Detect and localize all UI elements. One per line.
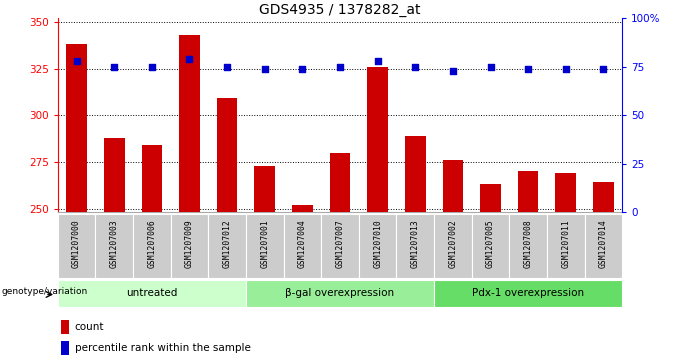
Bar bbox=[517, 171, 539, 212]
Point bbox=[71, 58, 82, 64]
Bar bbox=[330, 152, 350, 212]
Point bbox=[447, 68, 458, 73]
Bar bbox=[217, 98, 237, 212]
Point bbox=[109, 64, 120, 70]
Point bbox=[184, 56, 195, 62]
Bar bbox=[208, 214, 246, 278]
Bar bbox=[66, 44, 87, 212]
Text: GSM1207012: GSM1207012 bbox=[222, 219, 232, 268]
Text: count: count bbox=[75, 322, 104, 332]
Bar bbox=[133, 214, 171, 278]
Text: Pdx-1 overexpression: Pdx-1 overexpression bbox=[472, 288, 584, 298]
Text: β-gal overexpression: β-gal overexpression bbox=[286, 288, 394, 298]
Text: GSM1207002: GSM1207002 bbox=[448, 219, 458, 268]
Point bbox=[222, 64, 233, 70]
Bar bbox=[434, 280, 622, 307]
Text: GSM1207000: GSM1207000 bbox=[72, 219, 81, 268]
Text: genotype/variation: genotype/variation bbox=[1, 287, 88, 296]
Point bbox=[297, 66, 308, 72]
Bar bbox=[321, 214, 359, 278]
Bar bbox=[480, 184, 501, 212]
Text: GSM1207006: GSM1207006 bbox=[148, 219, 156, 268]
Bar bbox=[593, 183, 614, 212]
Text: GSM1207011: GSM1207011 bbox=[561, 219, 571, 268]
Bar bbox=[367, 67, 388, 212]
Point bbox=[259, 66, 270, 72]
Bar bbox=[292, 205, 313, 212]
Bar bbox=[95, 214, 133, 278]
Point bbox=[146, 64, 157, 70]
Text: untreated: untreated bbox=[126, 288, 177, 298]
Text: GSM1207013: GSM1207013 bbox=[411, 219, 420, 268]
Bar bbox=[547, 214, 585, 278]
Bar bbox=[141, 145, 163, 212]
Bar bbox=[171, 214, 208, 278]
Text: GSM1207008: GSM1207008 bbox=[524, 219, 532, 268]
Point bbox=[560, 66, 571, 72]
Bar bbox=[58, 280, 246, 307]
Bar bbox=[556, 173, 576, 212]
Text: GSM1207014: GSM1207014 bbox=[599, 219, 608, 268]
Bar bbox=[405, 136, 426, 212]
Bar bbox=[58, 214, 95, 278]
Bar bbox=[396, 214, 434, 278]
Bar bbox=[434, 214, 472, 278]
Title: GDS4935 / 1378282_at: GDS4935 / 1378282_at bbox=[259, 3, 421, 17]
Bar bbox=[359, 214, 396, 278]
Text: GSM1207005: GSM1207005 bbox=[486, 219, 495, 268]
Bar bbox=[61, 341, 69, 355]
Bar bbox=[254, 166, 275, 212]
Point bbox=[335, 64, 345, 70]
Text: GSM1207010: GSM1207010 bbox=[373, 219, 382, 268]
Bar bbox=[585, 214, 622, 278]
Point bbox=[372, 58, 383, 64]
Point bbox=[410, 64, 421, 70]
Bar bbox=[443, 160, 463, 212]
Bar bbox=[284, 214, 321, 278]
Bar bbox=[246, 280, 434, 307]
Bar bbox=[246, 214, 284, 278]
Bar bbox=[61, 320, 69, 334]
Text: GSM1207004: GSM1207004 bbox=[298, 219, 307, 268]
Point bbox=[598, 66, 609, 72]
Bar bbox=[104, 138, 124, 212]
Text: GSM1207007: GSM1207007 bbox=[335, 219, 345, 268]
Bar bbox=[179, 35, 200, 212]
Bar bbox=[509, 214, 547, 278]
Text: GSM1207001: GSM1207001 bbox=[260, 219, 269, 268]
Text: GSM1207003: GSM1207003 bbox=[109, 219, 119, 268]
Text: percentile rank within the sample: percentile rank within the sample bbox=[75, 343, 251, 353]
Point bbox=[523, 66, 534, 72]
Text: GSM1207009: GSM1207009 bbox=[185, 219, 194, 268]
Bar bbox=[472, 214, 509, 278]
Point bbox=[485, 64, 496, 70]
